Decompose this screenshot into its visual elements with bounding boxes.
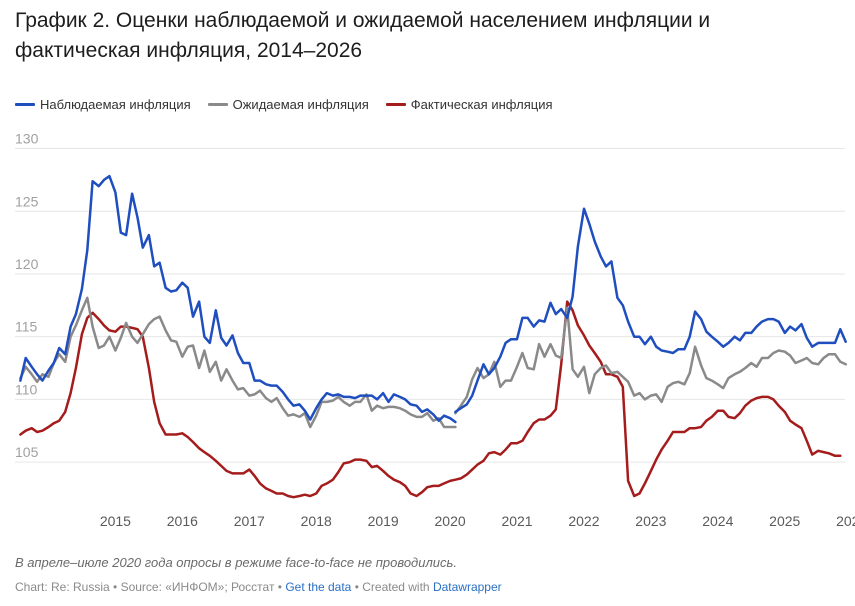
legend-label-expected: Ожидаемая инфляция (232, 96, 369, 112)
legend-label-actual: Фактическая инфляция (410, 96, 553, 112)
legend: Наблюдаемая инфляция Ожидаемая инфляция … (15, 94, 570, 114)
legend-item-observed: Наблюдаемая инфляция (15, 97, 191, 112)
datawrapper-link[interactable]: Datawrapper (432, 580, 502, 594)
legend-item-expected: Ожидаемая инфляция (207, 96, 369, 112)
x-tick-label-2024: 2024 (702, 513, 733, 529)
chart-title: График 2. Оценки наблюдаемой и ожидаемой… (15, 9, 711, 62)
x-axis-labels: 2015 2016 2017 2018 2019 2020 2021 2022 2023 2024… (100, 513, 855, 529)
footer-source: Chart: Re: Russia • Source: «ИНФОМ»; Рос… (15, 580, 286, 594)
x-tick-label-2026: 2026 (836, 513, 855, 529)
series-line-expected-1 (19, 296, 457, 429)
legend-label-observed: Наблюдаемая инфляция (40, 96, 191, 112)
legend-swatch-observed (15, 102, 35, 106)
chart-footer: Chart: Re: Russia • Source: «ИНФОМ»; Рос… (15, 580, 502, 594)
series-line-expected-2 (454, 306, 847, 415)
y-tick-label-115: 115 (15, 319, 38, 335)
x-tick-label-2023: 2023 (635, 513, 666, 529)
series-line-observed-2 (454, 207, 847, 414)
x-tick-label-2022: 2022 (568, 513, 599, 529)
series-line-actual-1 (19, 300, 842, 499)
x-tick-label-2021: 2021 (501, 513, 532, 529)
y-tick-label-120: 120 (15, 256, 39, 272)
x-tick-label-2017: 2017 (234, 513, 265, 529)
x-tick-label-2020: 2020 (435, 513, 466, 529)
footer-created-with: • Created with (351, 580, 433, 594)
y-axis-labels: 105 110 115 120 125 130 (15, 131, 39, 461)
series-line-observed-1 (19, 174, 457, 424)
y-tick-label-130: 130 (15, 131, 39, 147)
y-tick-label-110: 110 (15, 381, 38, 397)
x-tick-label-2016: 2016 (167, 513, 198, 529)
legend-swatch-expected (207, 102, 228, 106)
y-tick-label-105: 105 (15, 444, 39, 460)
series-layer (19, 174, 847, 499)
get-data-link[interactable]: Get the data (285, 580, 352, 594)
chart-note: В апреле–июле 2020 года опросы в режиме … (15, 555, 457, 570)
y-tick-label-125: 125 (15, 193, 39, 209)
x-tick-label-2018: 2018 (301, 513, 332, 529)
x-tick-label-2015: 2015 (100, 513, 131, 529)
legend-item-actual: Фактическая инфляция (385, 96, 553, 112)
legend-swatch-actual (385, 102, 406, 106)
x-tick-label-2025: 2025 (769, 513, 800, 529)
x-tick-label-2019: 2019 (368, 513, 399, 529)
